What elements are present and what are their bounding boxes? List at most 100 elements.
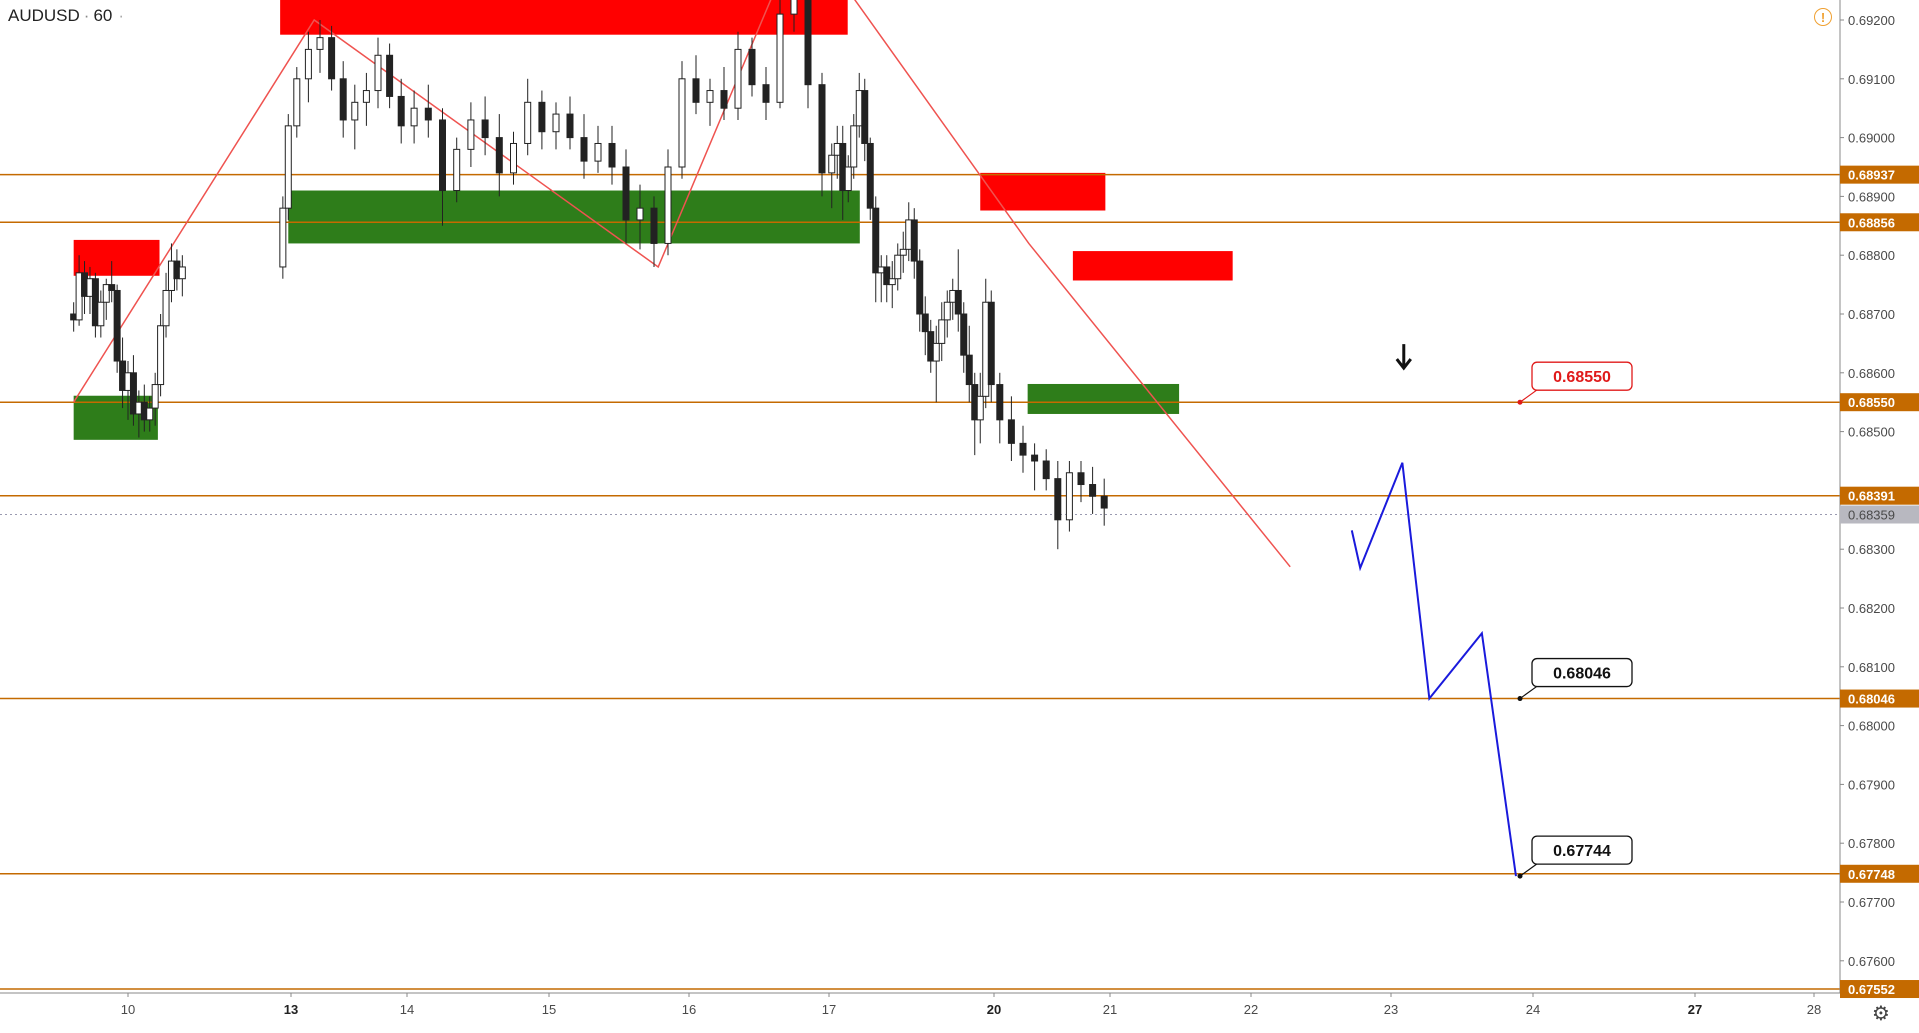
candle	[938, 302, 946, 362]
price-tick-label: 0.68900	[1848, 189, 1895, 204]
candle-body	[1077, 472, 1085, 486]
candle-body	[844, 166, 852, 192]
candle	[650, 196, 658, 267]
candle-body	[108, 284, 116, 291]
callout-2: 0.67744	[1517, 835, 1633, 879]
level-badge-6	[1840, 980, 1919, 999]
candle-body	[566, 113, 574, 139]
candle	[439, 108, 446, 226]
candle-body	[706, 90, 714, 103]
candle-body	[97, 301, 105, 327]
candle	[386, 43, 394, 109]
price-tick-label: 0.68100	[1848, 660, 1895, 675]
candle-body	[910, 219, 918, 262]
candle-body	[386, 54, 394, 97]
candle-body	[1100, 495, 1108, 509]
candle	[552, 102, 560, 150]
price-tick-label: 0.68300	[1848, 542, 1895, 557]
candle	[910, 208, 918, 279]
candle-body	[439, 119, 446, 192]
candle-body	[524, 101, 532, 144]
candle	[293, 67, 301, 138]
callout-box	[1531, 361, 1633, 391]
candle-body	[664, 166, 672, 244]
candle-body	[178, 266, 186, 280]
candle	[916, 249, 924, 332]
candle	[410, 90, 418, 144]
time-tick-label: 17	[822, 1002, 836, 1017]
candle	[362, 72, 370, 126]
candle	[178, 255, 186, 297]
candle	[397, 78, 405, 144]
candle-body	[888, 278, 896, 286]
candle	[1031, 443, 1039, 491]
current-price-label: 0.68359	[1848, 508, 1895, 523]
symbol-label[interactable]: AUDUSD · 60 ·	[8, 6, 124, 26]
price-tick-label: 0.68000	[1848, 719, 1895, 734]
candle-body	[594, 142, 602, 162]
candle-body	[748, 48, 756, 86]
candle-body	[374, 54, 382, 92]
level-badge-label: 0.68937	[1848, 168, 1895, 183]
callout-label: 0.67744	[1553, 843, 1611, 860]
candle	[734, 31, 742, 120]
candle	[762, 67, 770, 120]
candle-body	[932, 342, 940, 362]
candle-body	[146, 407, 154, 421]
candle-body	[495, 137, 503, 174]
zone-supply-2	[980, 172, 1106, 211]
candle-body	[894, 254, 902, 280]
candle-body	[304, 48, 312, 80]
candle-body	[157, 325, 165, 386]
candle-body	[960, 313, 968, 356]
candle-body	[996, 384, 1004, 421]
candle-body	[916, 260, 924, 315]
candle-body	[861, 90, 869, 144]
candle-body	[129, 372, 137, 415]
candle-body	[987, 301, 995, 386]
level-badge-label: 0.68391	[1848, 489, 1895, 504]
time-tick-label: 14	[400, 1002, 414, 1017]
candle	[748, 37, 756, 97]
price-tick-label: 0.69000	[1848, 131, 1895, 146]
candle-body	[328, 37, 336, 80]
price-tick-label: 0.68500	[1848, 425, 1895, 440]
candle-body	[113, 289, 121, 362]
callout-label: 0.68550	[1553, 369, 1611, 386]
candle	[678, 61, 686, 179]
price-tick-label: 0.68700	[1848, 307, 1895, 322]
zigzag-line	[73, 0, 1291, 568]
candle	[608, 125, 616, 185]
candle	[664, 149, 672, 256]
candle-body	[678, 78, 686, 168]
price-tick-label: 0.69200	[1848, 13, 1895, 28]
price-tick-label: 0.67800	[1848, 836, 1895, 851]
candle	[424, 84, 432, 138]
price-tick-label: 0.67900	[1848, 777, 1895, 792]
candle	[1100, 478, 1108, 526]
candle-body	[1031, 454, 1039, 462]
candle	[844, 155, 852, 203]
candle	[976, 372, 984, 444]
candle-body	[622, 166, 630, 221]
symbol-name: AUDUSD	[8, 6, 80, 25]
candle-body	[279, 207, 287, 268]
level-badge-label: 0.67552	[1848, 982, 1895, 997]
candle	[284, 114, 292, 220]
candle	[818, 72, 826, 197]
candle-body	[362, 90, 370, 103]
alert-circle-icon[interactable]: !	[1814, 8, 1832, 26]
candle-body	[1019, 442, 1027, 456]
candle-body	[410, 107, 418, 127]
candle	[467, 102, 475, 167]
time-tick-label: 21	[1103, 1002, 1117, 1017]
candle-body	[481, 119, 489, 139]
candle	[1054, 461, 1062, 550]
candle-body	[720, 90, 728, 109]
gear-icon[interactable]: ⚙	[1872, 1001, 1890, 1025]
level-badge-1	[1840, 213, 1919, 232]
candle	[304, 31, 312, 103]
symbol-separator: ·	[83, 6, 90, 25]
price-tick-label: 0.69100	[1848, 72, 1895, 87]
